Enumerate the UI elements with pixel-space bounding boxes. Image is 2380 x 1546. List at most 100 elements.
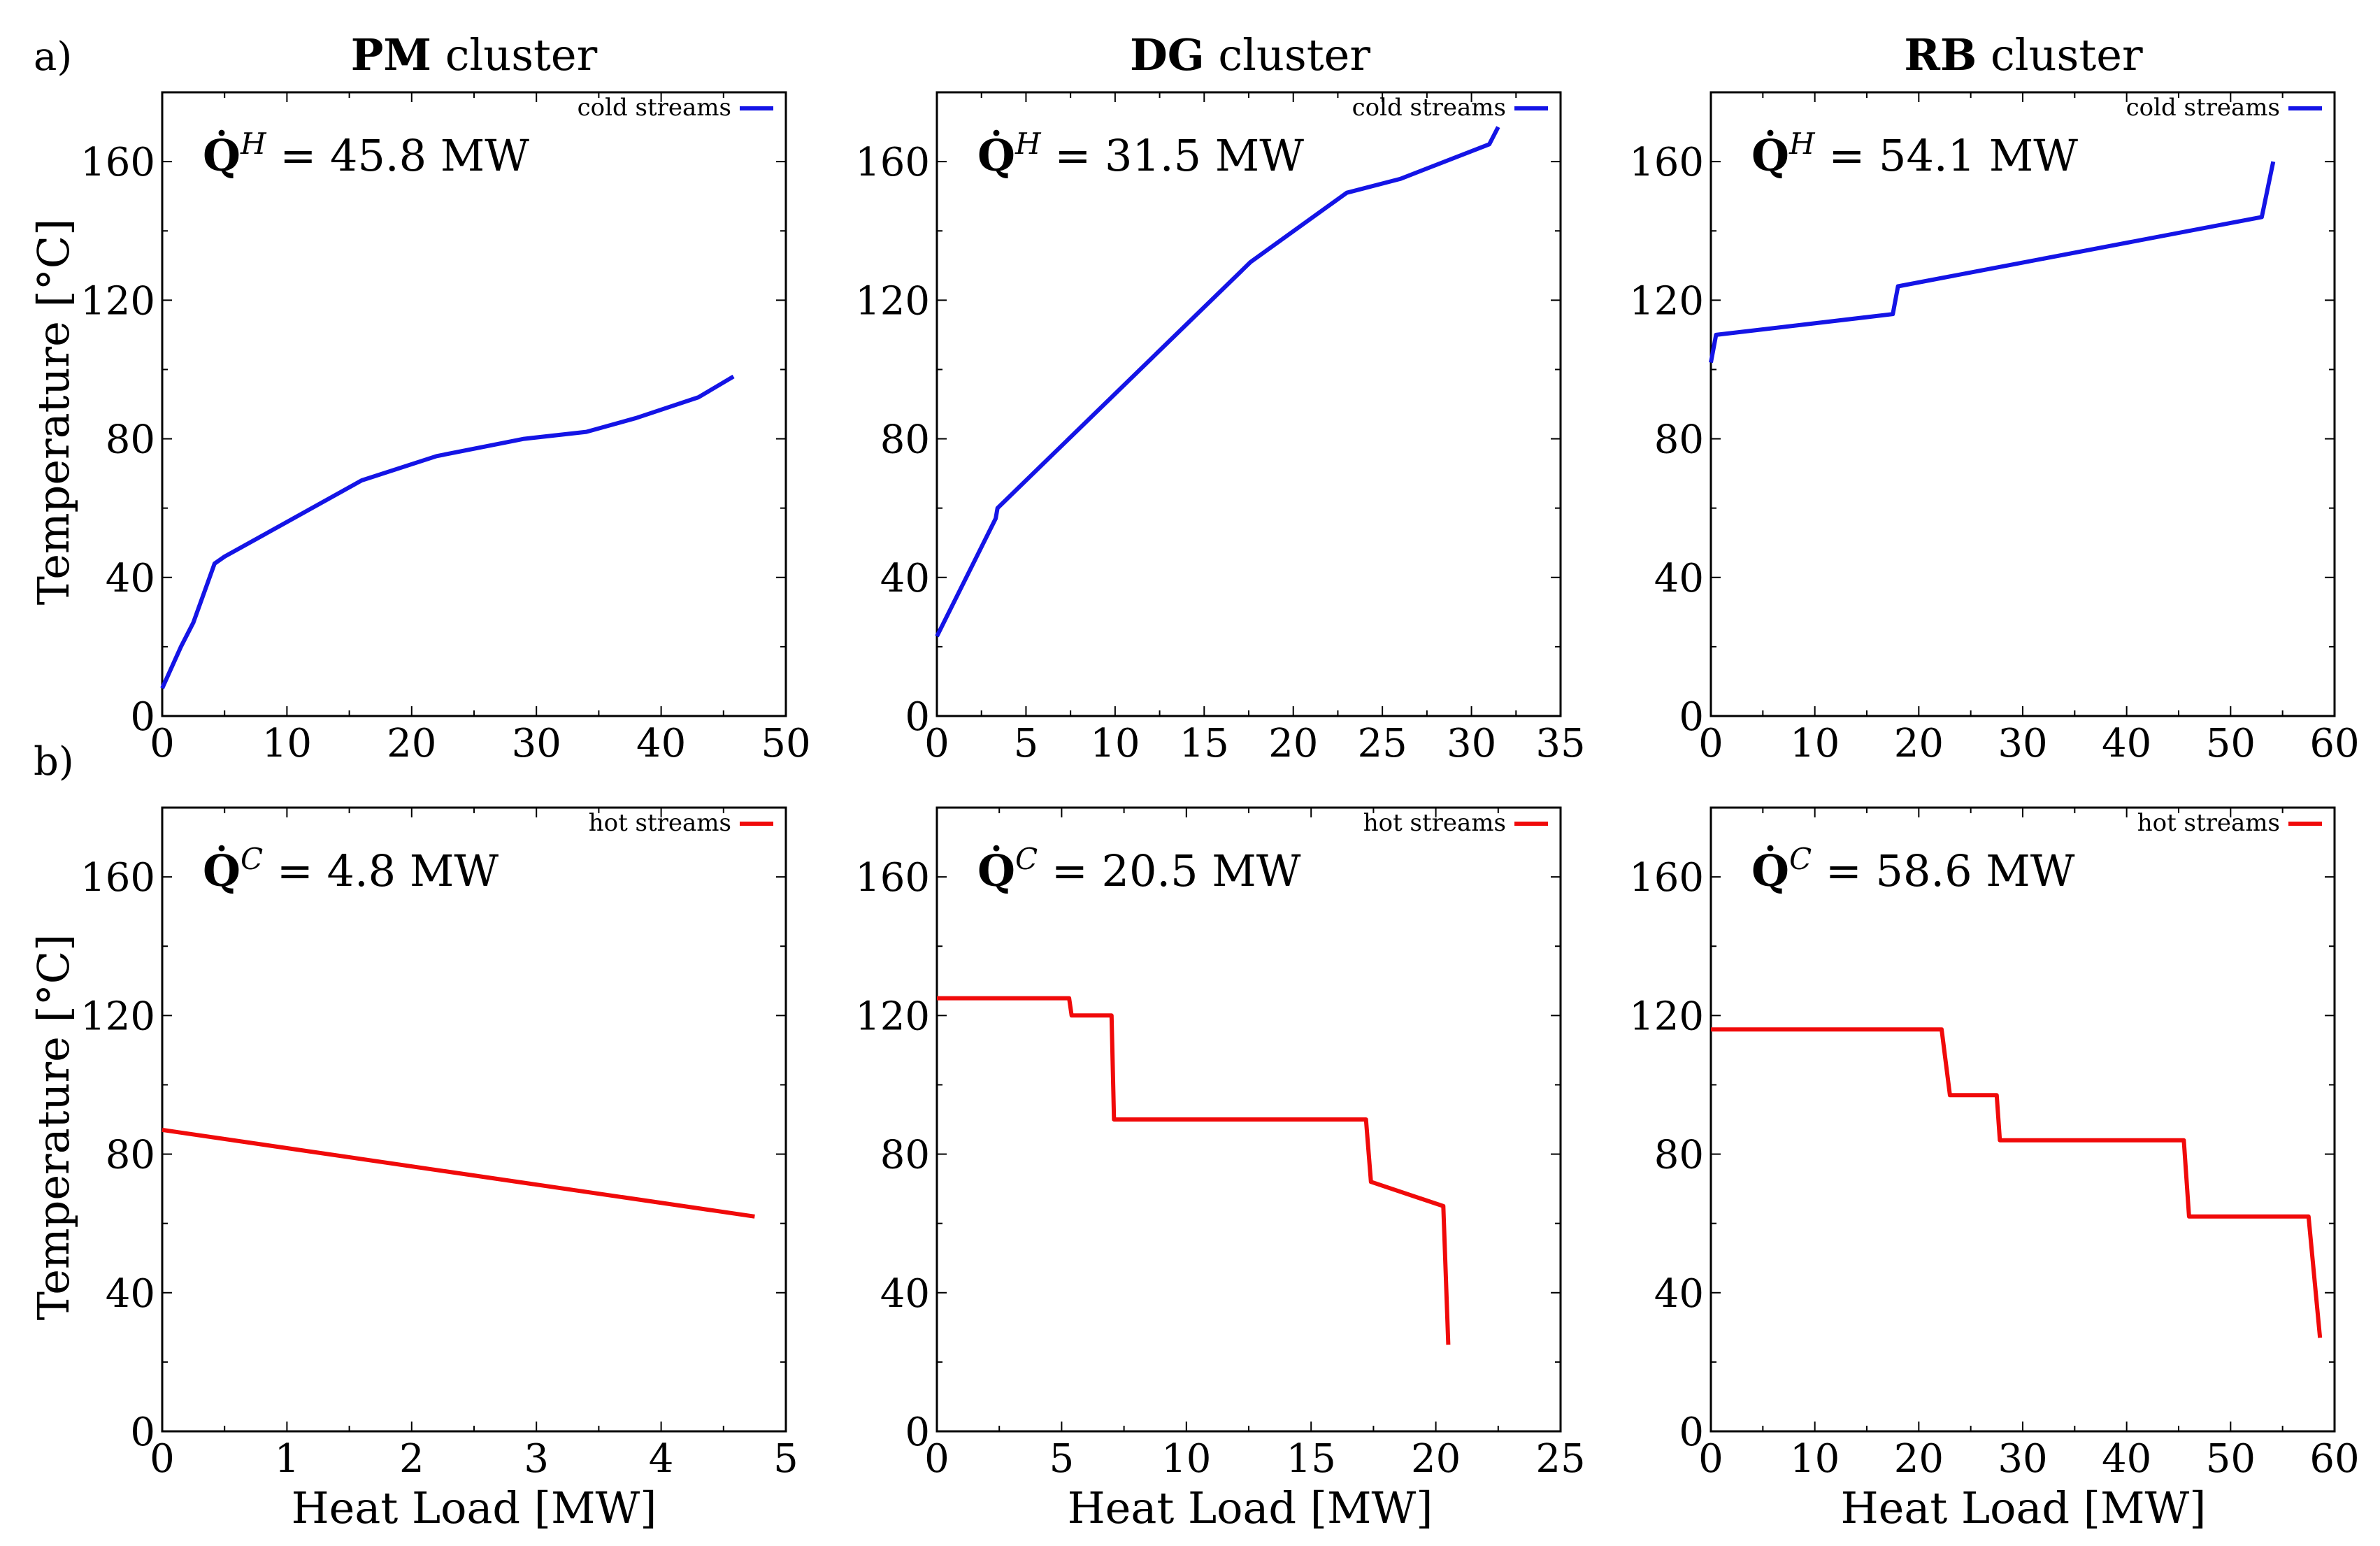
- legend-label: hot streams: [2137, 809, 2280, 837]
- heat-duty-annotation: Q̇C = 4.8 MW: [203, 842, 499, 896]
- heat-duty-annotation: Q̇C = 20.5 MW: [977, 842, 1301, 896]
- legend: cold streams: [2126, 94, 2322, 122]
- y-tick-label: 120: [855, 994, 930, 1039]
- chart-panel-6: 0 10 20 30 40 50 60 0 40 80 120 160 hot streams Q̇C =…: [1629, 806, 2360, 1482]
- y-tick-label: 0: [905, 1410, 930, 1455]
- y-tick-label: 0: [1679, 694, 1704, 740]
- x-tick-label: 30: [512, 721, 561, 766]
- x-tick-label: 10: [1790, 721, 1840, 766]
- x-tick-label: 25: [1358, 721, 1407, 766]
- x-tick-label: 50: [761, 721, 810, 766]
- heat-duty-annotation: Q̇C = 58.6 MW: [1751, 842, 2075, 896]
- x-tick-label: 10: [1090, 721, 1140, 766]
- legend: hot streams: [589, 809, 773, 837]
- x-tick-label: 0: [924, 721, 949, 766]
- y-tick-label: 80: [880, 417, 930, 463]
- series-line: [937, 996, 1451, 1345]
- x-tick-label: 5: [1014, 721, 1039, 766]
- legend-label: hot streams: [1363, 809, 1506, 837]
- y-tick-label: 40: [1654, 1271, 1704, 1317]
- x-tick-label: 10: [1790, 1436, 1840, 1482]
- legend: cold streams: [1352, 94, 1548, 122]
- x-tick-label: 10: [262, 721, 312, 766]
- series-line: [162, 1127, 755, 1219]
- y-tick-label: 160: [1629, 855, 1704, 901]
- x-tick-label: 20: [1894, 721, 1944, 766]
- x-tick-label: 5: [1049, 1436, 1075, 1482]
- x-tick-label: 0: [924, 1436, 949, 1482]
- plot-frame: [1709, 806, 2336, 1433]
- plot-frame: [935, 91, 1562, 717]
- y-tick-label: 0: [130, 1410, 155, 1455]
- x-tick-label: 50: [2206, 721, 2256, 766]
- y-tick-label: 80: [106, 417, 155, 463]
- x-tick-label: 50: [2206, 1436, 2256, 1482]
- legend-label: cold streams: [1352, 94, 1506, 122]
- x-tick-label: 30: [1998, 721, 2047, 766]
- x-tick-label: 20: [1411, 1436, 1461, 1482]
- x-tick-label: 10: [1161, 1436, 1211, 1482]
- legend-label: cold streams: [2126, 94, 2280, 122]
- y-tick-label: 80: [106, 1133, 155, 1178]
- heat-duty-annotation: Q̇H = 31.5 MW: [977, 127, 1304, 181]
- chart-panel-3: 0 10 20 30 40 50 60 0 40 80 120 160 cold streams Q̇H …: [1629, 91, 2360, 766]
- x-tick-label: 30: [1998, 1436, 2047, 1482]
- y-tick-label: 40: [1654, 556, 1704, 601]
- y-tick-label: 120: [1629, 994, 1704, 1039]
- x-tick-label: 20: [1894, 1436, 1944, 1482]
- x-tick-label: 5: [773, 1436, 798, 1482]
- x-tick-label: 1: [275, 1436, 300, 1482]
- x-tick-label: 20: [387, 721, 436, 766]
- heat-duty-annotation: Q̇H = 45.8 MW: [203, 127, 529, 181]
- chart-panel-1: 0 10 20 30 40 50 0 40 80 120 160 cold streams Q̇H = …: [80, 91, 811, 766]
- x-tick-label: 35: [1535, 721, 1585, 766]
- x-tick-label: 15: [1180, 721, 1229, 766]
- x-axis-label-pm: Heat Load [MW]: [292, 1482, 657, 1533]
- x-tick-label: 40: [2102, 721, 2151, 766]
- y-tick-label: 160: [80, 855, 155, 901]
- x-axis-label-dg: Heat Load [MW]: [1068, 1482, 1433, 1533]
- y-tick-label: 0: [130, 694, 155, 740]
- title-pm: PM cluster: [351, 29, 598, 80]
- y-tick-label: 120: [80, 994, 155, 1039]
- legend: cold streams: [578, 94, 773, 122]
- y-tick-label: 40: [106, 556, 155, 601]
- x-tick-label: 0: [1698, 1436, 1723, 1482]
- x-tick-label: 40: [636, 721, 686, 766]
- series-line: [1711, 1027, 2323, 1338]
- legend: hot streams: [2137, 809, 2322, 837]
- legend: hot streams: [1363, 809, 1548, 837]
- y-tick-label: 160: [855, 855, 930, 901]
- chart-panel-5: 0 5 10 15 20 25 0 40 80 120 160 hot streams Q̇C = 20…: [855, 806, 1586, 1482]
- chart-panel-4: 0 1 2 3 4 5 0 40 80 120 160 hot streams Q̇C = 4.8 MW: [80, 806, 798, 1482]
- x-tick-label: 0: [150, 721, 175, 766]
- y-tick-label: 40: [106, 1271, 155, 1317]
- x-tick-label: 25: [1535, 1436, 1585, 1482]
- y-tick-label: 80: [1654, 417, 1704, 463]
- y-tick-label: 160: [80, 140, 155, 185]
- x-tick-label: 60: [2309, 1436, 2359, 1482]
- x-tick-label: 2: [399, 1436, 424, 1482]
- y-tick-label: 160: [1629, 140, 1704, 185]
- heat-duty-annotation: Q̇H = 54.1 MW: [1751, 127, 2078, 181]
- x-tick-label: 15: [1286, 1436, 1336, 1482]
- y-axis-label-bottom: Temperature [°C]: [28, 934, 79, 1321]
- series-line: [160, 374, 735, 689]
- x-tick-label: 30: [1447, 721, 1496, 766]
- y-tick-label: 120: [1629, 278, 1704, 324]
- y-tick-label: 40: [880, 1271, 930, 1317]
- y-tick-label: 80: [1654, 1133, 1704, 1178]
- x-tick-label: 3: [524, 1436, 549, 1482]
- plot-frame: [161, 91, 787, 717]
- x-axis-label-rb: Heat Load [MW]: [1841, 1482, 2207, 1533]
- row-label-b: b): [34, 739, 74, 785]
- series-line: [935, 126, 1500, 638]
- row-label-a: a): [34, 34, 72, 80]
- y-tick-label: 80: [880, 1133, 930, 1178]
- y-axis-label-top: Temperature [°C]: [28, 219, 79, 606]
- chart-panel-2: 0 5 10 15 20 25 30 35 0 40 80 120 160 cold streams Q̇H…: [855, 91, 1586, 766]
- plot-frame: [1709, 91, 2336, 717]
- x-tick-label: 0: [150, 1436, 175, 1482]
- legend-label: hot streams: [589, 809, 731, 837]
